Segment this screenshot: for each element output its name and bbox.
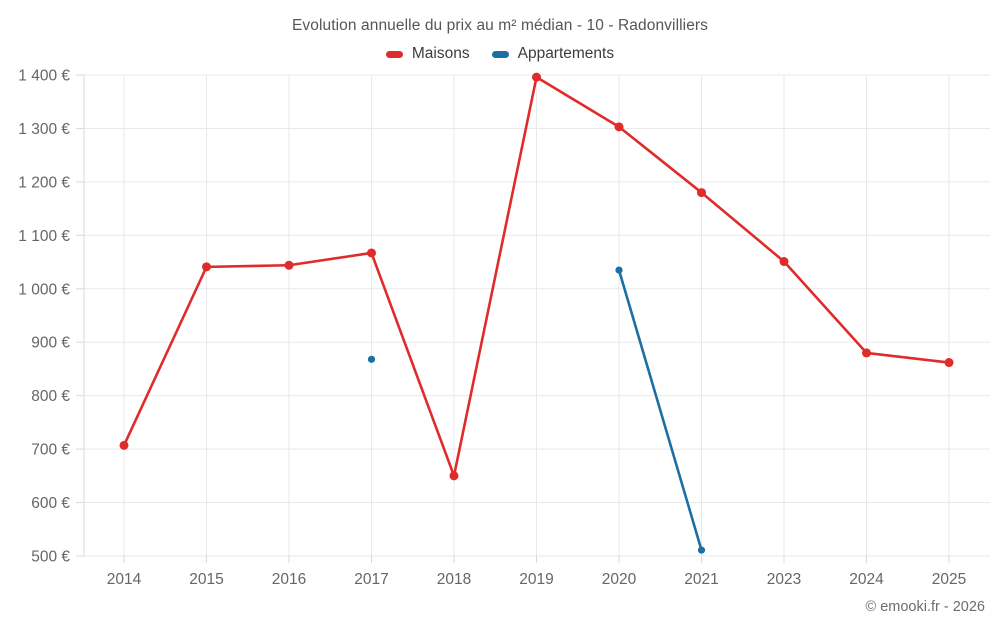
maisons-point-2017[interactable] [367, 248, 376, 258]
y-axis-tick-label: 1 400 € [18, 68, 70, 85]
legend-label: Appartements [517, 45, 615, 62]
x-axis-tick-label: 2014 [107, 571, 142, 588]
maisons-series-line [287, 251, 373, 267]
x-axis-tick-label: 2024 [849, 571, 884, 588]
maisons-series-marker [385, 50, 403, 58]
y-axis-tick-label: 1 300 € [18, 121, 70, 138]
maisons-point-2015[interactable] [202, 262, 211, 272]
y-axis-tick-label: 500 € [31, 549, 70, 566]
appartements-point-2021[interactable] [697, 546, 706, 554]
legend-label: Maisons [411, 45, 470, 62]
x-axis-tick-label: 2025 [932, 571, 966, 588]
maisons-series-line [205, 263, 291, 269]
maisons-point-2021[interactable] [697, 188, 706, 198]
y-axis-tick-label: 1 100 € [18, 228, 70, 245]
appartements-point-2020[interactable] [615, 266, 623, 274]
x-axis-tick-label: 2023 [767, 571, 801, 588]
maisons-point-2019[interactable] [532, 72, 541, 82]
maisons-series-line [865, 351, 951, 364]
legend-item-maisons[interactable]: Maisons [385, 45, 470, 63]
y-axis-tick-label: 600 € [31, 495, 70, 512]
maisons-series-line [452, 75, 538, 478]
x-axis-tick-label: 2015 [189, 571, 223, 588]
chart-title: Evolution annuelle du prix au m² médian … [291, 17, 709, 34]
chart-legend: Maisons Appartements [0, 45, 1000, 63]
maisons-point-2016[interactable] [284, 260, 294, 270]
y-axis-tick-label: 1 000 € [18, 281, 70, 298]
y-axis-tick-label: 800 € [31, 388, 70, 405]
y-axis-tick-label: 900 € [31, 335, 70, 352]
x-axis-tick-label: 2018 [437, 571, 471, 588]
footer-credit: © emooki.fr - 2026 [865, 599, 985, 615]
maisons-point-2025[interactable] [944, 358, 954, 368]
y-axis-tick-label: 1 200 € [18, 174, 70, 191]
appartements-series-line [617, 268, 703, 552]
maisons-series-line [700, 191, 786, 263]
maisons-point-2024[interactable] [862, 348, 871, 358]
x-axis-tick-label: 2019 [519, 571, 553, 588]
maisons-series-line [370, 251, 456, 478]
maisons-point-2014[interactable] [119, 440, 129, 450]
x-axis-tick-label: 2016 [272, 571, 306, 588]
maisons-series-line [617, 125, 703, 194]
maisons-point-2018[interactable] [449, 471, 459, 481]
y-axis-tick-label: 700 € [31, 442, 70, 459]
maisons-point-2023[interactable] [779, 257, 789, 267]
maisons-point-2020[interactable] [614, 122, 624, 132]
legend-item-appartements[interactable]: Appartements [491, 45, 615, 63]
x-axis-tick-label: 2020 [602, 571, 637, 588]
x-axis-tick-label: 2017 [354, 571, 388, 588]
maisons-series-line [782, 260, 868, 355]
maisons-series-line [122, 265, 208, 447]
x-axis-tick-label: 2021 [684, 571, 718, 588]
appartements-point-2017[interactable] [367, 355, 376, 363]
maisons-series-line [535, 75, 621, 129]
appartements-series-marker [491, 50, 509, 58]
